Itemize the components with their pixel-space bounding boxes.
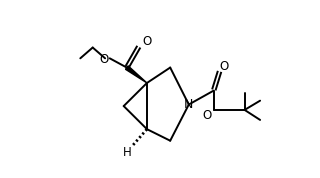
- Text: H: H: [123, 146, 131, 159]
- Text: O: O: [100, 53, 109, 66]
- Text: O: O: [142, 35, 152, 48]
- Text: O: O: [203, 109, 212, 122]
- Text: O: O: [220, 59, 229, 72]
- Text: N: N: [184, 98, 194, 111]
- Polygon shape: [125, 66, 147, 83]
